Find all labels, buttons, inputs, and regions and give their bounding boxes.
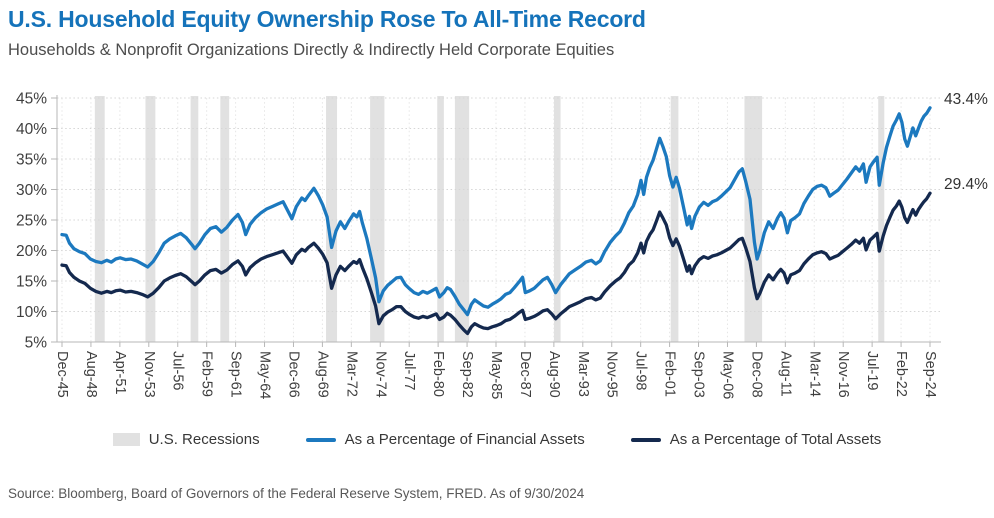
x-axis-label: Mar-72	[343, 351, 359, 397]
y-axis-label: 35%	[16, 152, 47, 169]
recession-band	[370, 96, 385, 342]
x-axis-label: Sep-82	[459, 351, 475, 398]
end-value-label-total-assets: 29.4%	[944, 176, 988, 193]
x-axis-label: Mar-14	[806, 351, 822, 397]
series-line-financial-assets	[60, 106, 932, 317]
chart-title: U.S. Household Equity Ownership Rose To …	[8, 6, 646, 32]
y-axis-label: 10%	[16, 304, 47, 321]
x-axis-label: Aug-11	[777, 351, 793, 397]
series-line-total-assets	[60, 191, 932, 336]
total-assets-line-swatch	[630, 437, 661, 442]
y-axis-label: 30%	[16, 182, 47, 199]
recession-band	[220, 96, 230, 342]
x-axis-label: Feb-59	[199, 351, 215, 397]
x-axis-label: Feb-01	[662, 351, 678, 397]
x-axis-label: May-64	[257, 351, 273, 399]
end-value-label-financial-assets: 43.4%	[944, 91, 988, 108]
recession-band	[454, 96, 470, 342]
financial-assets-line-swatch	[305, 437, 336, 442]
x-axis-label: May-06	[719, 351, 735, 399]
source-note: Source: Bloomberg, Board of Governors of…	[8, 486, 585, 501]
recession-band	[878, 96, 885, 342]
legend: U.S. Recessions As a Percentage of Finan…	[0, 431, 994, 448]
x-axis-label: Nov-95	[604, 351, 620, 398]
x-axis-label: Nov-53	[141, 351, 157, 398]
legend-label-financial-assets: As a Percentage of Financial Assets	[344, 431, 585, 448]
x-axis-label: May-85	[488, 351, 504, 399]
x-axis-label: Feb-80	[430, 351, 446, 397]
y-axis-label: 25%	[16, 213, 47, 230]
legend-item-total-assets: As a Percentage of Total Assets	[630, 431, 882, 448]
chart-subtitle: Households & Nonprofit Organizations Dir…	[8, 41, 615, 59]
x-axis-label: Sep-03	[691, 351, 707, 398]
x-axis-label: Sep-24	[922, 351, 938, 398]
legend-label-total-assets: As a Percentage of Total Assets	[669, 431, 882, 448]
recession-band	[670, 96, 679, 342]
y-axis-label: 5%	[25, 335, 48, 352]
x-axis-label: Dec-87	[517, 351, 533, 398]
x-axis-label: Sep-61	[228, 351, 244, 398]
x-axis-label: Aug-48	[83, 351, 99, 398]
y-axis-label: 45%	[16, 91, 47, 108]
x-axis-label: Jul-19	[864, 351, 880, 391]
y-axis-label: 15%	[16, 274, 47, 291]
legend-item-financial-assets: As a Percentage of Financial Assets	[305, 431, 585, 448]
x-axis-label: Nov-74	[372, 351, 388, 398]
x-axis-label: Dec-66	[285, 351, 301, 398]
x-axis-label: Dec-45	[54, 351, 70, 398]
x-axis-label: Mar-93	[575, 351, 591, 397]
x-axis-label: Aug-90	[546, 351, 562, 398]
y-axis-label: 20%	[16, 243, 47, 260]
x-axis-label: Jul-77	[401, 351, 417, 391]
y-axis-label: 40%	[16, 121, 47, 138]
x-axis-label: Dec-08	[748, 351, 764, 398]
recession-band	[553, 96, 561, 342]
recession-band	[145, 96, 156, 342]
recession-band	[326, 96, 338, 342]
legend-item-recessions: U.S. Recessions	[112, 431, 260, 448]
recession-band	[190, 96, 199, 342]
legend-label-recessions: U.S. Recessions	[148, 431, 260, 448]
x-axis-label: Jul-56	[170, 351, 186, 391]
recession-swatch	[112, 433, 140, 446]
x-axis-label: Aug-69	[314, 351, 330, 398]
recession-band	[437, 96, 444, 342]
recession-band	[94, 96, 105, 342]
x-axis-label: Jul-98	[633, 351, 649, 391]
x-axis-label: Feb-22	[893, 351, 909, 397]
x-axis-label: Apr-51	[112, 351, 128, 395]
x-axis-label: Nov-16	[835, 351, 851, 398]
